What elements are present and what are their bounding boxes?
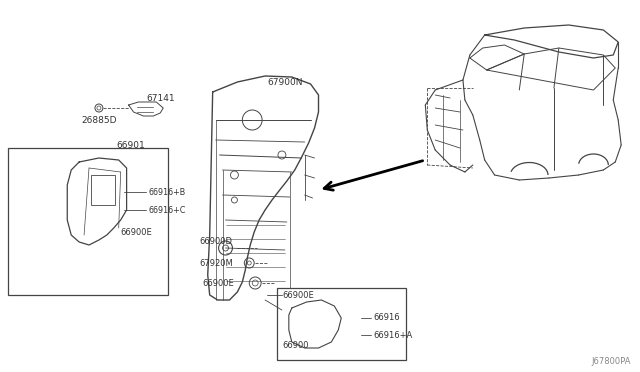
FancyBboxPatch shape xyxy=(277,288,406,360)
Text: J67800PA: J67800PA xyxy=(591,357,631,366)
Text: 66900E: 66900E xyxy=(121,228,152,237)
Text: 66916+A: 66916+A xyxy=(373,330,412,340)
Text: 66916+C: 66916+C xyxy=(148,205,186,215)
Text: 66916+B: 66916+B xyxy=(148,187,186,196)
Text: 66900: 66900 xyxy=(282,340,308,350)
Text: 66900E: 66900E xyxy=(282,291,314,299)
Text: 67141: 67141 xyxy=(147,93,175,103)
Text: 66900D: 66900D xyxy=(200,237,233,246)
FancyBboxPatch shape xyxy=(8,148,168,295)
Text: 67920M: 67920M xyxy=(200,259,234,267)
Text: 26885D: 26885D xyxy=(81,115,116,125)
Text: 67900N: 67900N xyxy=(267,77,303,87)
Text: 66901: 66901 xyxy=(116,141,145,150)
Text: 66916: 66916 xyxy=(373,314,399,323)
Text: 66900E: 66900E xyxy=(203,279,234,288)
